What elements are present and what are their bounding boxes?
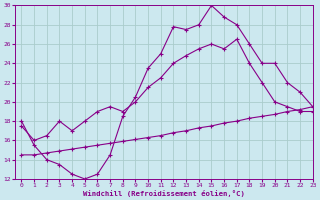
- X-axis label: Windchill (Refroidissement éolien,°C): Windchill (Refroidissement éolien,°C): [83, 190, 245, 197]
